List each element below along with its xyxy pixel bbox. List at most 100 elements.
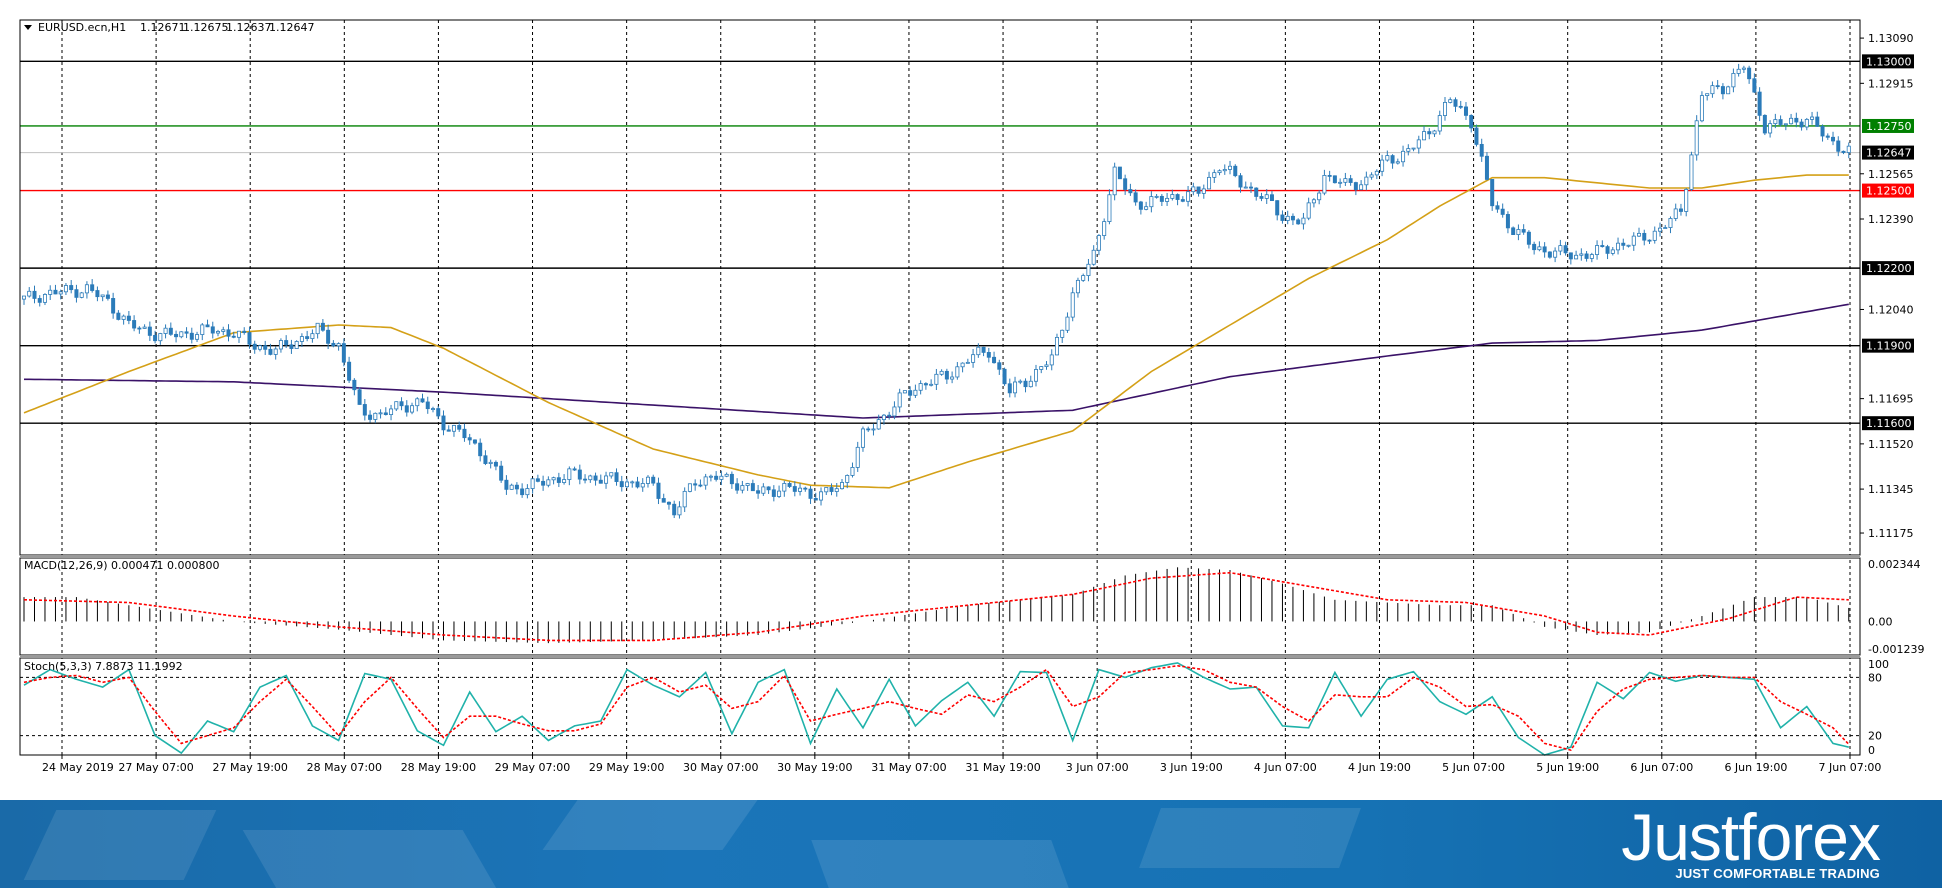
candle-body <box>1222 169 1227 172</box>
panel-separator[interactable] <box>20 655 1860 658</box>
candle-body <box>451 425 456 432</box>
candle-body <box>1007 383 1012 394</box>
candle-body <box>1186 191 1191 202</box>
candle-body <box>1364 176 1369 186</box>
candle-body <box>1238 175 1243 188</box>
candle-body <box>1154 195 1159 198</box>
candle-body <box>184 331 189 334</box>
candle-body <box>525 488 530 496</box>
candle-body <box>803 487 808 490</box>
candle-body <box>1563 245 1568 254</box>
candle-body <box>1747 67 1752 80</box>
candle-body <box>981 346 986 353</box>
candle-body <box>1820 126 1825 137</box>
candle-body <box>105 294 110 299</box>
candle-body <box>703 476 708 486</box>
candle-body <box>1317 192 1322 201</box>
y-tick-label: 1.11345 <box>1868 483 1914 496</box>
candle-body <box>897 392 902 408</box>
candle-body <box>195 334 200 340</box>
horizontal-levels <box>20 60 1860 424</box>
candle-body <box>819 491 824 501</box>
price-level-tag <box>1862 338 1914 353</box>
candle-body <box>430 408 435 410</box>
candle-body <box>294 341 299 349</box>
candle-body <box>111 298 116 314</box>
candle-body <box>1254 187 1259 197</box>
candle-body <box>216 331 221 334</box>
brand-banner: Justforex JUST COMFORTABLE TRADING <box>0 800 1942 888</box>
candle-body <box>1065 316 1070 331</box>
candle-body <box>1180 199 1185 202</box>
candle-body <box>1605 246 1610 254</box>
candle-body <box>1228 165 1233 170</box>
candle-body <box>1359 184 1364 191</box>
candle-body <box>58 291 63 295</box>
candle-body <box>1443 102 1448 116</box>
candle-body <box>860 428 865 448</box>
candle-body <box>530 478 535 489</box>
candle-body <box>1086 263 1091 276</box>
candle-body <box>74 289 79 298</box>
candle-body <box>1081 275 1086 281</box>
candle-body <box>1432 130 1437 135</box>
candle-body <box>1207 176 1212 190</box>
stoch-y-label: 100 <box>1868 658 1889 671</box>
x-tick-label: 31 May 07:00 <box>871 761 946 774</box>
candle-body <box>520 488 525 496</box>
candle-body <box>682 490 687 508</box>
x-tick-label: 24 May 2019 <box>42 761 114 774</box>
candle-body <box>420 398 425 403</box>
candle-body <box>158 333 163 342</box>
candle-body <box>1831 136 1836 142</box>
candle-body <box>693 483 698 486</box>
x-tick-label: 5 Jun 07:00 <box>1442 761 1505 774</box>
candle-body <box>1705 93 1710 96</box>
candle-body <box>1500 208 1505 215</box>
candle-body <box>415 398 420 407</box>
candle-body <box>1401 150 1406 163</box>
x-tick-label: 4 Jun 07:00 <box>1254 761 1317 774</box>
candle-body <box>535 478 540 482</box>
candle-body <box>1537 246 1542 251</box>
candle-body <box>651 476 656 484</box>
candle-body <box>971 354 976 363</box>
candle-body <box>577 469 582 480</box>
candle-body <box>174 333 179 338</box>
candle-body <box>1453 99 1458 107</box>
candle-body <box>572 468 577 471</box>
candle-body <box>992 356 997 364</box>
candle-body <box>257 345 262 350</box>
collapse-triangle-icon[interactable] <box>24 25 32 30</box>
ma-slow-line <box>24 303 1849 419</box>
candle-body <box>677 506 682 516</box>
candle-body <box>593 475 598 481</box>
candle-body <box>965 361 970 364</box>
candle-body <box>929 383 934 386</box>
candle-body <box>362 404 367 416</box>
candle-body <box>137 327 142 330</box>
current-price-label: 1.12647 <box>1866 147 1912 160</box>
x-tick-label: 3 Jun 07:00 <box>1066 761 1129 774</box>
candle-body <box>488 461 493 464</box>
candle-body <box>69 285 74 291</box>
candle-body <box>1149 196 1154 208</box>
candle-body <box>881 414 886 421</box>
candle-body <box>714 475 719 480</box>
candle-body <box>598 479 603 484</box>
candle-body <box>320 322 325 331</box>
candle-body <box>1290 215 1295 221</box>
candle-body <box>1054 336 1059 356</box>
panel-separator[interactable] <box>20 555 1860 558</box>
candle-body <box>619 481 624 488</box>
candle-body <box>1196 186 1201 194</box>
candle-body <box>21 295 26 300</box>
candle-body <box>383 412 388 416</box>
ohlc-open: 1.12671 <box>140 21 186 34</box>
stoch-y-label: 20 <box>1868 730 1882 743</box>
stoch-signal-line <box>23 664 1850 752</box>
candle-body <box>708 475 713 478</box>
banner-decoration <box>23 810 217 880</box>
candle-body <box>604 475 609 484</box>
justforex-logo[interactable]: Justforex <box>1621 800 1881 874</box>
